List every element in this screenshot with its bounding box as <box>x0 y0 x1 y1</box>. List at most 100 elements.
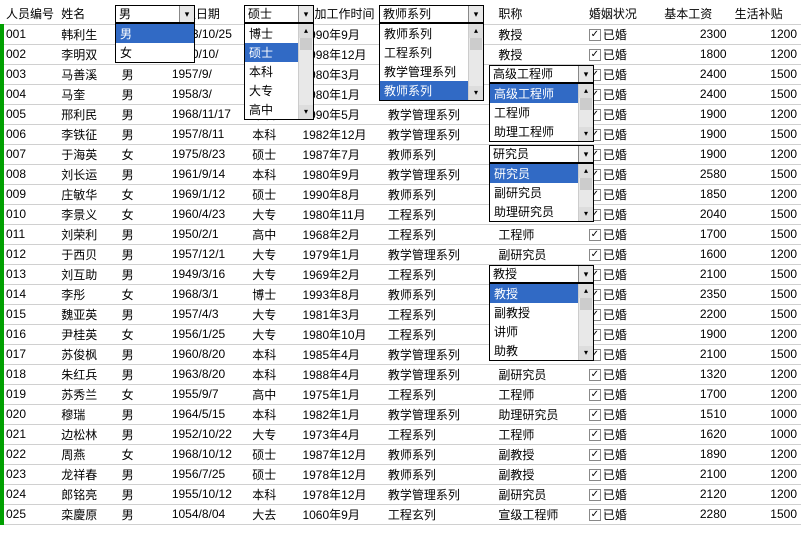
col-header[interactable]: 职称 <box>494 4 584 24</box>
cell[interactable]: 001 <box>2 24 57 44</box>
scroll-up-icon[interactable]: ▴ <box>469 24 483 38</box>
cell[interactable]: 1500 <box>731 264 801 284</box>
checkbox-married[interactable] <box>589 389 601 401</box>
cell[interactable]: 015 <box>2 304 57 324</box>
cell[interactable]: 已婚 <box>585 24 660 44</box>
dropdown-option[interactable]: 女 <box>116 43 194 62</box>
cell[interactable]: 男 <box>118 484 168 504</box>
cell[interactable]: 已婚 <box>585 404 660 424</box>
cell[interactable]: 2100 <box>660 264 730 284</box>
cell[interactable]: 朱红兵 <box>57 364 117 384</box>
cell[interactable]: 李铁征 <box>57 124 117 144</box>
checkbox-married[interactable] <box>589 409 601 421</box>
cell[interactable]: 005 <box>2 104 57 124</box>
cell[interactable]: 1200 <box>731 244 801 264</box>
cell[interactable]: 1956/1/25 <box>168 324 248 344</box>
cell[interactable]: 已婚 <box>585 364 660 384</box>
cell[interactable]: 1957/4/3 <box>168 304 248 324</box>
scroll-down-icon[interactable]: ▾ <box>579 207 593 221</box>
scrollbar[interactable]: ▴▾ <box>468 24 483 100</box>
scroll-down-icon[interactable]: ▾ <box>579 127 593 141</box>
cell[interactable]: 1961/9/14 <box>168 164 248 184</box>
cell[interactable]: 已婚 <box>585 484 660 504</box>
cell[interactable]: 大专 <box>248 304 298 324</box>
cell[interactable]: 本科 <box>248 164 298 184</box>
cell[interactable]: 宣级工程师 <box>494 504 584 524</box>
cell[interactable]: 013 <box>2 264 57 284</box>
cell[interactable]: 1850 <box>660 184 730 204</box>
cell[interactable]: 教学管理系列 <box>384 484 495 504</box>
cell[interactable]: 已婚 <box>585 504 660 524</box>
cell[interactable]: 1500 <box>731 504 801 524</box>
scrollbar[interactable]: ▴▾ <box>578 84 593 141</box>
cell[interactable]: 工程系列 <box>384 304 495 324</box>
dropdown-icon[interactable]: ▾ <box>179 6 194 22</box>
cell[interactable]: 男 <box>118 364 168 384</box>
cell[interactable]: 1987年7月 <box>298 144 383 164</box>
scroll-thumb[interactable] <box>580 98 592 110</box>
cell[interactable]: 1000 <box>731 404 801 424</box>
cell[interactable]: 女 <box>118 204 168 224</box>
cell[interactable]: 1968/11/17 <box>168 104 248 124</box>
cell[interactable]: 教师系列 <box>384 444 495 464</box>
cell[interactable]: 019 <box>2 384 57 404</box>
cell[interactable]: 2350 <box>660 284 730 304</box>
scroll-down-icon[interactable]: ▾ <box>299 105 313 119</box>
cell[interactable]: 博士 <box>248 284 298 304</box>
dropdown-list[interactable]: 研究员副研究员助理研究员▴▾ <box>489 163 594 222</box>
cell[interactable]: 1500 <box>731 204 801 224</box>
cell[interactable]: 已婚 <box>585 244 660 264</box>
cell[interactable]: 副研究员 <box>494 244 584 264</box>
cell[interactable]: 1979年1月 <box>298 244 383 264</box>
cell[interactable]: 1700 <box>660 384 730 404</box>
cell[interactable]: 017 <box>2 344 57 364</box>
col-header[interactable]: 基本工资 <box>660 4 730 24</box>
scroll-thumb[interactable] <box>580 178 592 190</box>
combo-box[interactable]: 研究员▾研究员副研究员助理研究员▴▾ <box>489 145 594 163</box>
cell[interactable]: 本科 <box>248 484 298 504</box>
cell[interactable]: 硕士 <box>248 464 298 484</box>
col-header[interactable]: 婚姻状况 <box>585 4 660 24</box>
cell[interactable]: 007 <box>2 144 57 164</box>
cell[interactable]: 工程系列 <box>384 204 495 224</box>
cell[interactable]: 1955/10/12 <box>168 484 248 504</box>
cell[interactable]: 尹桂英 <box>57 324 117 344</box>
cell[interactable]: 2280 <box>660 504 730 524</box>
cell[interactable]: 1200 <box>731 464 801 484</box>
cell[interactable]: 1500 <box>731 64 801 84</box>
checkbox-married[interactable] <box>589 509 601 521</box>
cell[interactable]: 已婚 <box>585 324 660 344</box>
cell[interactable]: 1600 <box>660 244 730 264</box>
cell[interactable]: 男 <box>118 264 168 284</box>
cell[interactable]: 2200 <box>660 304 730 324</box>
scroll-up-icon[interactable]: ▴ <box>579 164 593 178</box>
cell[interactable]: 006 <box>2 124 57 144</box>
cell[interactable]: 教师系列 <box>384 144 495 164</box>
cell[interactable]: 1982年12月 <box>298 124 383 144</box>
col-header[interactable]: 人员编号 <box>2 4 57 24</box>
cell[interactable]: 011 <box>2 224 57 244</box>
cell[interactable]: 韩利生 <box>57 24 117 44</box>
cell[interactable]: 004 <box>2 84 57 104</box>
cell[interactable]: 男 <box>118 344 168 364</box>
cell[interactable]: 1800 <box>660 44 730 64</box>
cell[interactable]: 022 <box>2 444 57 464</box>
cell[interactable]: 已婚 <box>585 84 660 104</box>
scrollbar[interactable]: ▴▾ <box>578 164 593 221</box>
cell[interactable]: 012 <box>2 244 57 264</box>
cell[interactable]: 大去 <box>248 504 298 524</box>
cell[interactable]: 023 <box>2 464 57 484</box>
cell[interactable]: 教学管理系列 <box>384 404 495 424</box>
cell[interactable]: 已婚 <box>585 464 660 484</box>
cell[interactable]: 1060年9月 <box>298 504 383 524</box>
cell[interactable]: 教师系列 <box>384 284 495 304</box>
cell[interactable]: 工程系列 <box>384 424 495 444</box>
cell[interactable]: 工程系列 <box>384 224 495 244</box>
cell[interactable]: 1200 <box>731 384 801 404</box>
dropdown-icon[interactable]: ▾ <box>578 146 593 162</box>
cell[interactable]: 1620 <box>660 424 730 444</box>
cell[interactable]: 1900 <box>660 124 730 144</box>
cell[interactable]: 1985年4月 <box>298 344 383 364</box>
cell[interactable]: 1955/9/7 <box>168 384 248 404</box>
col-header[interactable]: 生活补贴 <box>731 4 801 24</box>
